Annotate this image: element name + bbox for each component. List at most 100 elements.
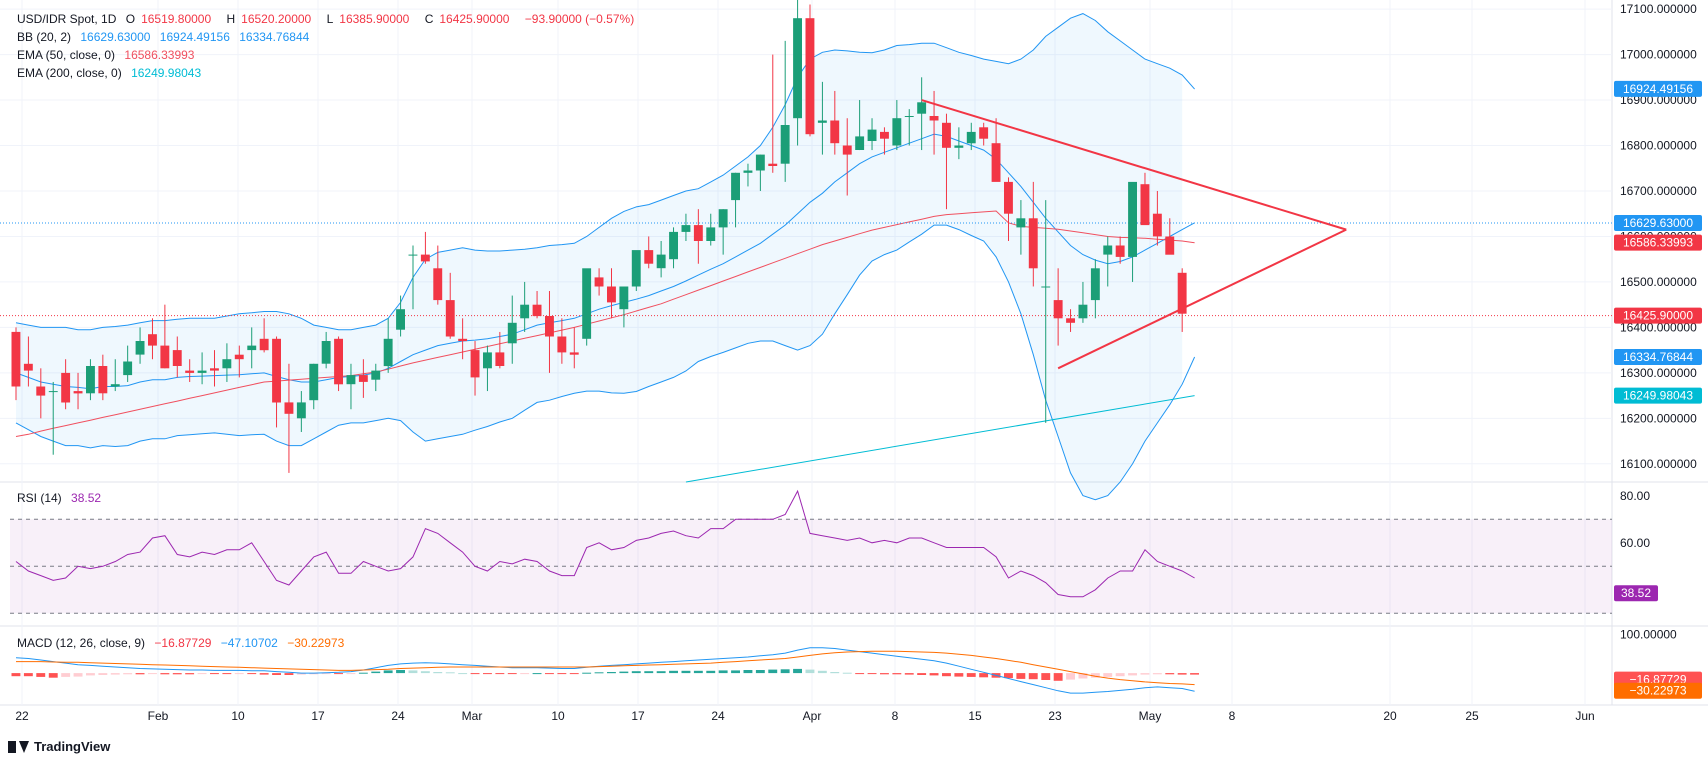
candle-body — [458, 338, 468, 342]
candle — [210, 350, 219, 387]
price-tick-label: 17000.000000 — [1620, 48, 1697, 62]
rsi-tick-label: 60.00 — [1620, 536, 1650, 550]
candle — [135, 327, 145, 364]
candle-body — [110, 384, 120, 387]
candle-body — [557, 336, 567, 353]
price-badge-label: 16425.90000 — [1623, 309, 1693, 323]
candle — [1041, 200, 1051, 423]
candle — [73, 372, 83, 410]
macd-hist-bar — [358, 672, 368, 674]
legend-ema200[interactable]: EMA (200, close, 0) 16249.98043 — [17, 65, 207, 81]
macd-hist-bar — [1004, 673, 1013, 679]
time-tick-label: Mar — [462, 709, 483, 723]
rsi-badge: 38.52 — [1614, 585, 1658, 602]
macd-hist-bar — [966, 673, 976, 677]
candle-body — [582, 268, 592, 339]
macd-hist-bar — [309, 673, 319, 675]
candle-body — [73, 391, 83, 394]
rsi-badge-label: 38.52 — [1621, 586, 1651, 600]
candle-body — [669, 231, 678, 260]
candle — [11, 327, 21, 401]
candle-body — [780, 125, 790, 164]
price-tick-label: 17100.000000 — [1620, 2, 1697, 16]
time-tick-label: 15 — [968, 709, 982, 723]
legend-ema50[interactable]: EMA (50, close, 0) 16586.33993 — [17, 47, 200, 63]
macd-hist-bar — [880, 673, 889, 675]
candle-body — [867, 129, 877, 141]
macd-hist-bar — [1103, 673, 1113, 677]
candle-body — [520, 304, 530, 319]
candle — [929, 90, 939, 155]
candle-body — [842, 145, 852, 155]
candle — [495, 331, 505, 369]
time-tick-label: 17 — [631, 709, 645, 723]
time-tick-label: 25 — [1465, 709, 1479, 723]
candle — [48, 381, 58, 455]
macd-hist-bar — [73, 673, 83, 677]
candle — [619, 286, 629, 328]
legend-rsi[interactable]: RSI (14) 38.52 — [17, 490, 107, 506]
candle-body — [234, 354, 244, 360]
macd-hist-bar — [495, 673, 505, 675]
candle — [334, 336, 343, 392]
candle-body — [321, 341, 331, 364]
macd-hist-bar — [979, 673, 989, 678]
ema200-line — [685, 395, 1195, 483]
macd-hist-bar — [545, 673, 554, 675]
macd-hist-bar — [11, 673, 21, 677]
candle-body — [309, 363, 319, 401]
macd-hist-bar — [693, 670, 703, 674]
macd-hist-bar — [1165, 673, 1175, 675]
candle — [98, 354, 108, 401]
macd-hist-bar — [569, 673, 579, 675]
macd-hist-bar — [805, 669, 815, 674]
candle-body — [483, 352, 492, 369]
macd-hist-bar — [396, 670, 405, 674]
candle — [991, 118, 1001, 182]
macd-hist-bar — [36, 673, 46, 677]
macd-hist-bar — [234, 673, 244, 675]
price-badge-bg — [1614, 307, 1702, 324]
candle-body — [272, 338, 281, 403]
candle — [979, 122, 989, 146]
time-tick-label: 10 — [551, 709, 565, 723]
tradingview-logo[interactable]: TradingView — [8, 739, 110, 754]
candle-body — [817, 120, 827, 123]
macd-hist-bar — [1152, 673, 1162, 675]
bollinger-upper-line — [15, 13, 1195, 331]
ema50-line — [15, 210, 1195, 437]
macd-hist-bar — [904, 673, 914, 675]
candle — [1066, 309, 1075, 332]
candle — [1115, 236, 1125, 264]
macd-hist-bar — [619, 671, 629, 674]
macd-signal-line — [16, 650, 1195, 686]
time-tick-label: 23 — [1048, 709, 1062, 723]
legend-macd[interactable]: MACD (12, 26, close, 9) −16.87729 −47.10… — [17, 635, 350, 651]
macd-badge-label: −30.22973 — [1629, 684, 1686, 698]
candle — [433, 245, 443, 305]
candle — [693, 209, 703, 264]
macd-hist-bar — [48, 673, 58, 678]
candle — [793, 0, 802, 146]
candle — [86, 359, 95, 401]
candle-body — [296, 402, 306, 419]
rsi-tick-label: 80.00 — [1620, 489, 1650, 503]
candle — [669, 227, 678, 269]
candle — [309, 363, 319, 410]
legend-bb[interactable]: BB (20, 2) 16629.63000 16924.49156 16334… — [17, 29, 315, 45]
price-badge-label: 16924.49156 — [1623, 82, 1693, 96]
time-tick-label: Feb — [148, 709, 169, 723]
symbol-label[interactable]: USD/IDR Spot, 1D — [17, 12, 117, 26]
candle — [718, 209, 728, 255]
candle-body — [408, 254, 418, 256]
macd-hist-bar — [433, 672, 443, 674]
candle-body — [1103, 245, 1113, 255]
candle — [917, 77, 927, 151]
candle — [1165, 218, 1175, 255]
candle-body — [420, 254, 430, 262]
candle-body — [1140, 184, 1150, 226]
macd-hist-bar — [135, 673, 145, 675]
candle-body — [607, 286, 616, 303]
